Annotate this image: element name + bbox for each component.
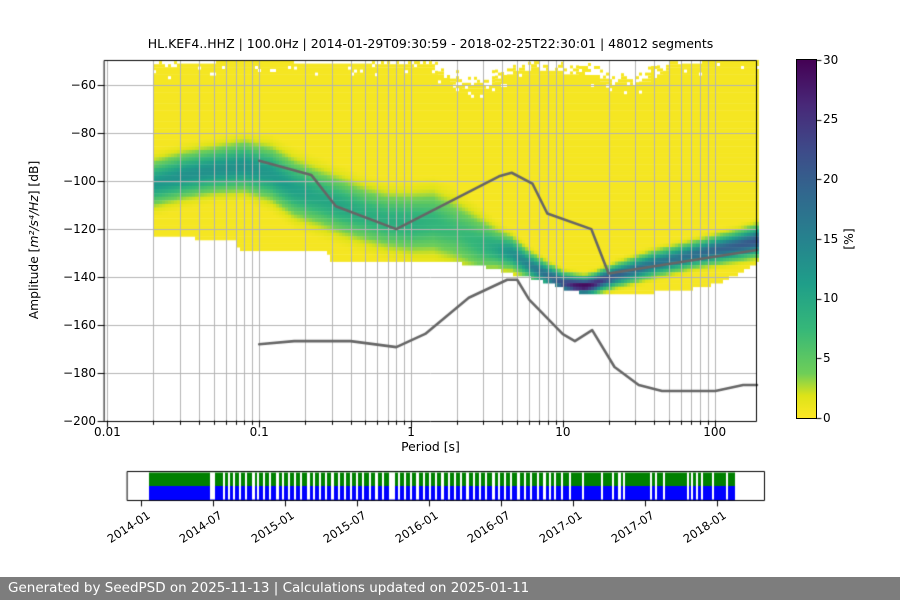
y-tick-label: −180 xyxy=(63,366,96,381)
y-axis-label: Amplitude [m²/s⁴/Hz] [dB] xyxy=(27,161,41,320)
colorbar-tick-label: 20 xyxy=(823,171,839,186)
colorbar-tick-label: 10 xyxy=(823,291,839,306)
y-axis-label-prefix: Amplitude [ xyxy=(27,247,41,320)
y-tick-label: −100 xyxy=(63,174,96,189)
plot-title: HL.KEF4..HHZ | 100.0Hz | 2014-01-29T09:3… xyxy=(147,36,714,51)
y-tick-label: −160 xyxy=(63,318,96,333)
y-tick-label: −60 xyxy=(70,78,96,93)
y-axis-label-suffix: ] [dB] xyxy=(27,160,41,196)
y-tick-label: −200 xyxy=(63,414,96,428)
x-tick-label: 1 xyxy=(407,425,415,439)
footer-text: Generated by SeedPSD on 2025-11-13 | Cal… xyxy=(8,580,530,596)
colorbar-tick-label: 5 xyxy=(823,350,831,365)
ppsd-plot-canvas xyxy=(0,0,900,565)
footer-bar: Generated by SeedPSD on 2025-11-13 | Cal… xyxy=(0,577,900,600)
x-tick-label: 10 xyxy=(555,425,571,439)
x-tick-label: 100 xyxy=(703,425,727,439)
colorbar-tick-label: 25 xyxy=(823,112,839,127)
colorbar-tick-label: 30 xyxy=(823,52,839,67)
y-tick-label: −80 xyxy=(70,126,96,141)
y-tick-label: −120 xyxy=(63,222,96,237)
colorbar xyxy=(796,59,817,419)
y-tick-label: −140 xyxy=(63,270,96,285)
x-tick-label: 0.01 xyxy=(94,425,121,439)
colorbar-tick-label: 15 xyxy=(823,231,839,246)
x-tick-label: 0.1 xyxy=(249,425,269,439)
colorbar-tick-label: 0 xyxy=(823,410,831,425)
y-axis-label-units: m²/s⁴/Hz xyxy=(27,195,41,248)
x-axis-label: Period [s] xyxy=(401,439,460,454)
colorbar-label: [%] xyxy=(842,228,856,250)
